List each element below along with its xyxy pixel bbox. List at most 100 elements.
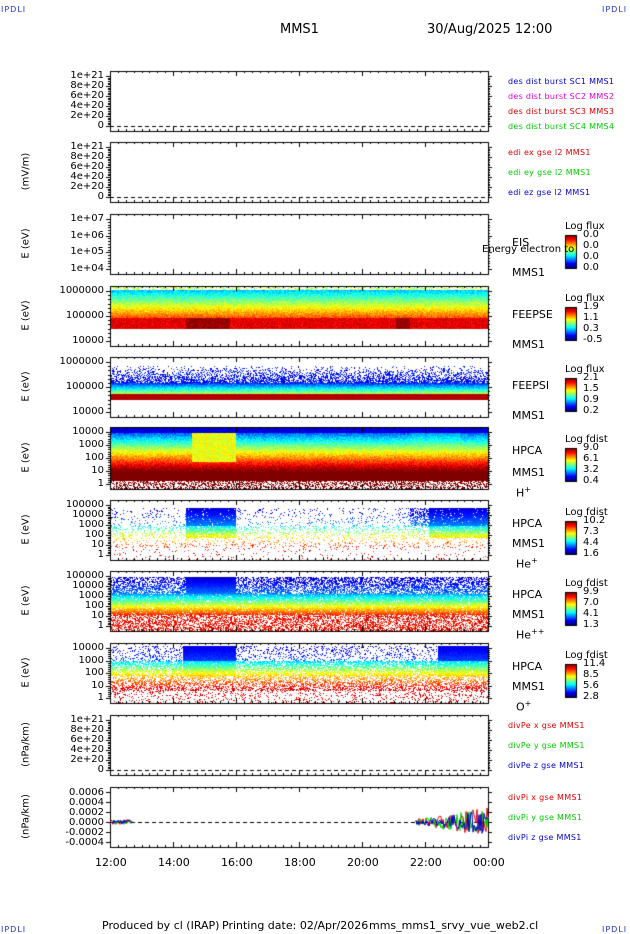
- x-tick-label: 00:00: [473, 856, 505, 869]
- species-label: He++: [516, 627, 544, 642]
- y-axis-label: E (eV): [20, 657, 32, 688]
- y-tick-label: 6e+20: [70, 90, 104, 101]
- y-tick-label: 100: [84, 600, 104, 611]
- x-tick-label: 18:00: [284, 856, 316, 869]
- y-tick-label: 1000000: [59, 285, 104, 296]
- legend-entry: divPi x gse MMS1: [508, 793, 583, 802]
- colorbar-tick-label: 9.0: [583, 442, 599, 453]
- y-tick-label: 1000: [78, 519, 104, 530]
- y-tick-label: 4e+20: [70, 744, 104, 755]
- y-tick-label: 1: [97, 549, 104, 560]
- legend-entry: divPe z gse MMS1: [508, 761, 585, 770]
- y-tick-label: 8e+20: [70, 80, 104, 91]
- footer-filename: mms_mms1_srvy_vue_web2.cl: [369, 919, 539, 932]
- colorbar-tick-label: 0.3: [583, 323, 599, 334]
- y-tick-label: 10000: [72, 642, 104, 653]
- y-tick-label: 100000: [65, 310, 104, 321]
- legend-entry: divPi z gse MMS1: [508, 833, 582, 842]
- colorbar-tick-label: 4.4: [583, 537, 599, 548]
- colorbar-title: Log flux: [565, 293, 605, 304]
- colorbar-tick-label: 0.0: [583, 262, 599, 273]
- colorbar-tick-label: 8.5: [583, 669, 599, 680]
- colorbar-tick-label: 1.5: [583, 383, 599, 394]
- x-tick-label: 12:00: [95, 856, 127, 869]
- y-tick-label: 0.0004: [69, 796, 104, 808]
- y-tick-label: 6e+20: [70, 734, 104, 745]
- y-tick-label: 1e+21: [70, 141, 104, 152]
- y-axis-label: (nPa/km): [20, 794, 32, 839]
- y-tick-label: 10: [91, 465, 104, 476]
- y-tick-label: 1000: [78, 439, 104, 450]
- y-tick-label: 0: [97, 120, 104, 131]
- y-tick-label: -0.0004: [65, 836, 104, 848]
- y-tick-label: 100000: [65, 499, 104, 510]
- y-tick-label: 0: [97, 764, 104, 775]
- y-axis-label: (mV/m): [20, 152, 32, 191]
- y-tick-label: 10: [91, 680, 104, 691]
- legend-entry: edi ey gse l2 MMS1: [508, 168, 591, 177]
- corner-label-bl: IPDLI: [1, 925, 27, 934]
- y-axis-label: (nPa/km): [20, 722, 32, 767]
- species-charge: ++: [531, 627, 545, 636]
- legend-entry: des dist burst SC3 MMS3: [508, 107, 615, 116]
- corner-label-tl: IPDLI: [1, 5, 27, 14]
- spacecraft-label: MMS1: [512, 608, 545, 621]
- spacecraft-title: MMS1: [280, 22, 319, 37]
- overlay-label: Energy electron to: [482, 244, 575, 255]
- y-tick-label: 1e+21: [70, 70, 104, 81]
- species-name: He: [516, 557, 532, 571]
- colorbar-title: Log fdist: [565, 434, 608, 445]
- colorbar-tick-label: 1.6: [583, 548, 599, 559]
- y-tick-label: 1000: [78, 590, 104, 601]
- spacecraft-label: MMS1: [512, 466, 545, 479]
- y-tick-label: 1e+05: [70, 246, 104, 257]
- y-tick-label: 1e+21: [70, 714, 104, 725]
- species-charge: +: [524, 485, 531, 494]
- corner-label-tr: IPDLI: [602, 5, 628, 14]
- spacecraft-label: MMS1: [512, 409, 545, 422]
- colorbar-tick-label: 9.9: [583, 586, 599, 597]
- footer-printing-date: Printing date: 02/Apr/2026: [222, 919, 369, 932]
- y-tick-label: 1e+07: [70, 213, 104, 224]
- colorbar-title: Log fdist: [565, 507, 608, 518]
- colorbar-tick-label: 2.8: [583, 691, 599, 702]
- x-tick-label: 20:00: [347, 856, 379, 869]
- instrument-label: FEEPSI: [512, 379, 550, 392]
- y-tick-label: 0: [97, 191, 104, 202]
- y-tick-label: 0.0006: [69, 786, 104, 798]
- y-tick-label: 1000000: [59, 356, 104, 367]
- instrument-label: HPCA: [512, 444, 543, 457]
- colorbar-title: Log fdist: [565, 578, 608, 589]
- y-tick-label: 1000: [78, 655, 104, 666]
- instrument-label: HPCA: [512, 588, 543, 601]
- y-tick-label: 1: [97, 620, 104, 631]
- y-axis-label: E (eV): [20, 371, 32, 402]
- y-tick-label: 0.0000: [69, 816, 104, 828]
- colorbar-tick-label: 0.0: [583, 251, 599, 262]
- x-tick-label: 16:00: [221, 856, 253, 869]
- colorbar-tick-label: 0.0: [583, 229, 599, 240]
- colorbar-title: Log flux: [565, 364, 605, 375]
- species-charge: +: [531, 556, 538, 565]
- species-name: H: [516, 486, 525, 500]
- colorbar-tick-label: 0.2: [583, 405, 599, 416]
- y-tick-label: 1e+06: [70, 230, 104, 241]
- y-tick-label: 100: [84, 529, 104, 540]
- y-tick-label: 100: [84, 452, 104, 463]
- colorbar-tick-label: 1.1: [583, 312, 599, 323]
- y-tick-label: 4e+20: [70, 171, 104, 182]
- y-tick-label: 8e+20: [70, 724, 104, 735]
- species-charge: +: [524, 699, 532, 708]
- colorbar-tick-label: 11.4: [583, 658, 606, 669]
- species-name: O: [516, 700, 525, 714]
- colorbar-title: Log fdist: [565, 650, 608, 661]
- legend-entry: edi ex gse l2 MMS1: [508, 148, 591, 157]
- colorbar-tick-label: 2.1: [583, 372, 599, 383]
- legend-entry: divPe y gse MMS1: [508, 741, 585, 750]
- corner-label-br: IPDLI: [602, 925, 628, 934]
- y-tick-label: 1: [97, 478, 104, 489]
- y-axis-label: E (eV): [20, 442, 32, 473]
- y-tick-label: 10: [91, 539, 104, 550]
- y-tick-label: 2e+20: [70, 754, 104, 765]
